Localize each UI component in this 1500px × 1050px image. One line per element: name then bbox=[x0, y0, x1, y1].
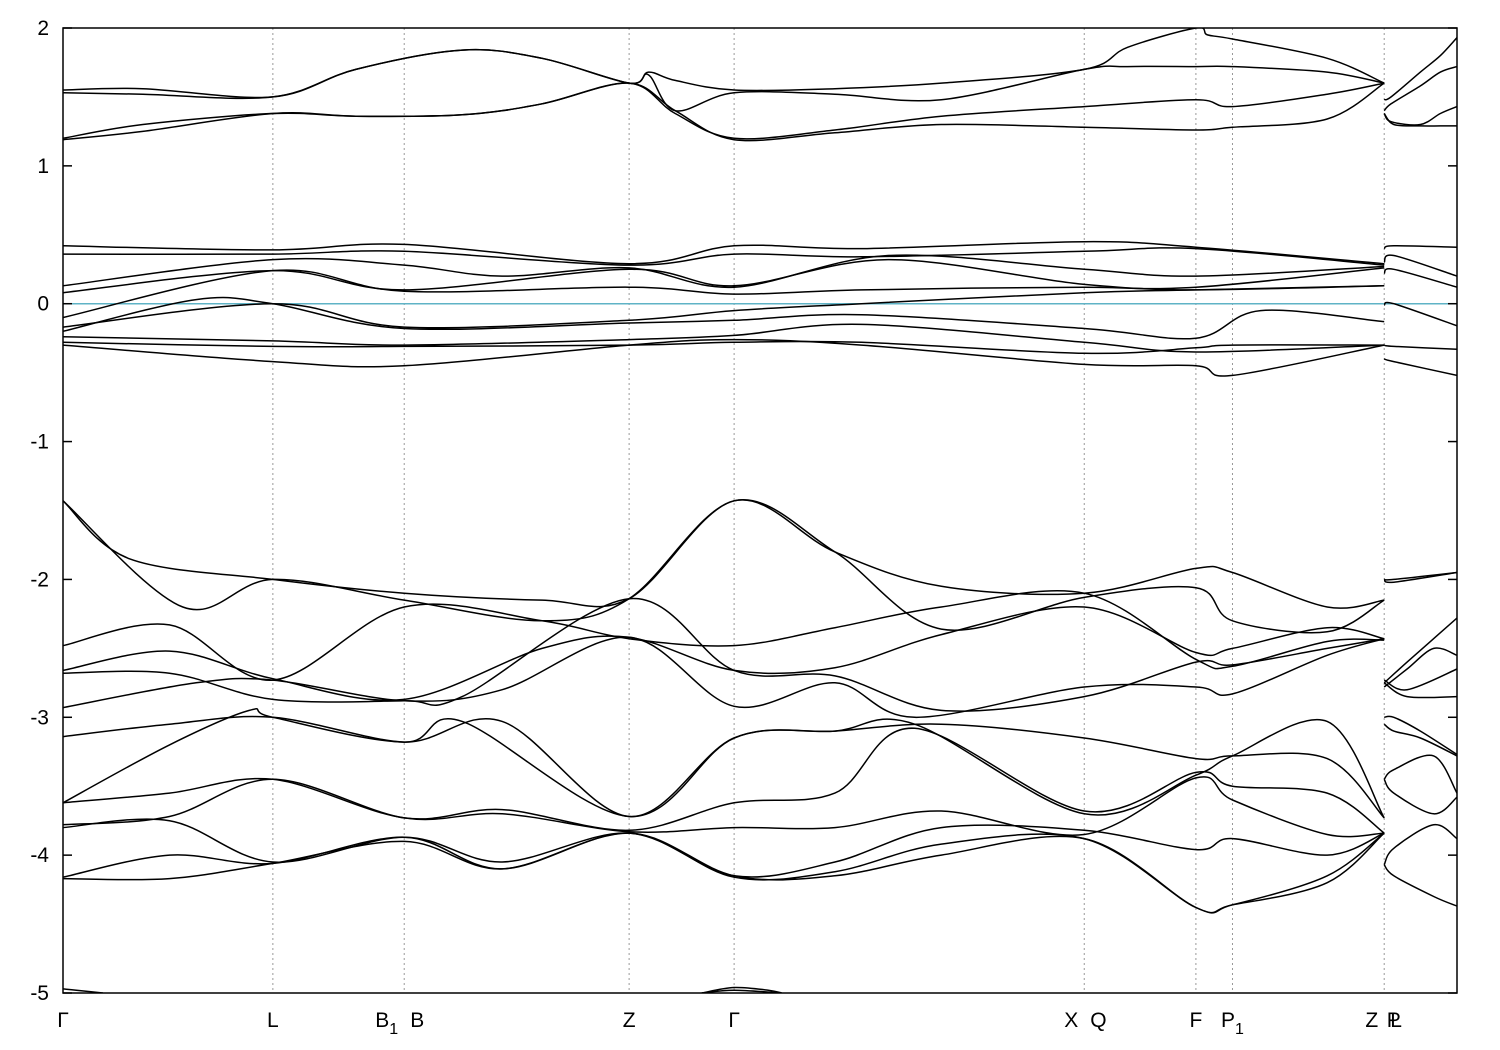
x-axis: Γ L B1 B Z Γ X Q F P1 Z LP bbox=[57, 1009, 1402, 1038]
band-line-19 bbox=[1383, 245, 1457, 250]
band-line-23 bbox=[1384, 344, 1457, 350]
x-tick-label: L bbox=[267, 1009, 279, 1032]
band-line-14 bbox=[63, 285, 1385, 329]
band-line-30 bbox=[63, 636, 1385, 719]
band-line-39 bbox=[1383, 571, 1457, 581]
band-line-51 bbox=[701, 986, 782, 993]
band-line-33 bbox=[63, 727, 1385, 834]
band-line-13 bbox=[63, 269, 1385, 319]
band-line-47 bbox=[1383, 778, 1457, 815]
band-line-2 bbox=[63, 48, 1385, 112]
x-tick-label: Q bbox=[1090, 1009, 1106, 1032]
x-tick-label: X bbox=[1064, 1009, 1078, 1032]
x-tick-label: P1 bbox=[1221, 1009, 1244, 1038]
band-line-41 bbox=[1383, 647, 1457, 688]
band-line-9 bbox=[63, 240, 1385, 265]
band-line-25 bbox=[63, 499, 1385, 609]
band-line-45 bbox=[1383, 723, 1457, 757]
band-line-17 bbox=[63, 340, 1385, 355]
band-line-8 bbox=[1383, 113, 1457, 127]
band-line-11 bbox=[63, 254, 1385, 288]
band-line-44 bbox=[1384, 715, 1457, 756]
y-tick-label: 2 bbox=[37, 17, 49, 40]
y-tick-label: -2 bbox=[30, 568, 49, 591]
y-tick-label: -5 bbox=[30, 982, 49, 1005]
x-tick-label: B bbox=[410, 1009, 424, 1032]
band-line-40 bbox=[1383, 617, 1457, 684]
band-line-48 bbox=[1383, 824, 1457, 866]
x-tick-label: L bbox=[1390, 1009, 1402, 1032]
band-line-10 bbox=[63, 247, 1385, 266]
band-line-5 bbox=[1383, 37, 1457, 101]
x-tick-label: Z bbox=[623, 1009, 636, 1032]
band-line-49 bbox=[1383, 864, 1457, 907]
band-line-46 bbox=[1383, 754, 1457, 794]
band-line-6 bbox=[1383, 65, 1457, 112]
x-tick-label: Z bbox=[1365, 1009, 1378, 1032]
x-tick-label: Γ bbox=[728, 1009, 740, 1032]
band-line-26 bbox=[63, 499, 1385, 634]
band-line-31 bbox=[63, 715, 1385, 819]
band-line-15 bbox=[63, 296, 1385, 340]
x-tick-label: Γ bbox=[57, 1009, 69, 1032]
symmetry-gridlines bbox=[272, 28, 1385, 993]
band-line-22 bbox=[1383, 301, 1457, 327]
band-line-37 bbox=[63, 832, 1385, 914]
y-tick-label: -1 bbox=[30, 431, 49, 454]
band-line-4 bbox=[63, 82, 1385, 142]
band-line-24 bbox=[1383, 358, 1457, 377]
band-line-27 bbox=[63, 590, 1385, 681]
band-line-29 bbox=[63, 597, 1385, 712]
band-line-7 bbox=[1383, 105, 1457, 126]
band-line-43 bbox=[1383, 668, 1457, 691]
band-lines bbox=[63, 28, 1457, 993]
y-tick-label: 0 bbox=[37, 293, 49, 316]
plot-frame bbox=[62, 27, 1458, 994]
y-axis: 2 1 0 -1 -2 -3 -4 -5 bbox=[30, 17, 1457, 1005]
x-tick-label: F bbox=[1189, 1009, 1202, 1032]
x-tick-label: P bbox=[1387, 1009, 1401, 1032]
band-line-52 bbox=[701, 989, 782, 993]
y-tick-label: -3 bbox=[30, 706, 49, 729]
band-line-32 bbox=[63, 708, 1385, 819]
band-line-18 bbox=[63, 338, 1385, 377]
band-line-42 bbox=[1383, 682, 1457, 699]
band-line-21 bbox=[1383, 268, 1457, 288]
y-tick-label: 1 bbox=[37, 155, 49, 178]
y-tick-label: -4 bbox=[30, 844, 49, 867]
band-line-34 bbox=[63, 776, 1385, 838]
band-line-20 bbox=[1383, 254, 1457, 277]
band-line-1 bbox=[63, 28, 1385, 99]
x-tick-label: B1 bbox=[375, 1009, 398, 1038]
